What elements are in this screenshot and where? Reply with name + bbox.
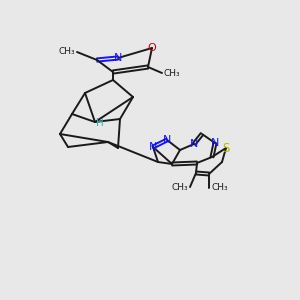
Text: N: N — [149, 142, 157, 152]
Text: CH₃: CH₃ — [164, 68, 181, 77]
Text: N: N — [211, 138, 219, 148]
Text: CH₃: CH₃ — [211, 184, 228, 193]
Text: S: S — [222, 142, 230, 154]
Text: N: N — [190, 139, 198, 149]
Text: N: N — [114, 53, 122, 63]
Text: N: N — [163, 135, 171, 145]
Text: O: O — [148, 43, 156, 53]
Text: H: H — [96, 118, 104, 128]
Text: CH₃: CH₃ — [171, 182, 188, 191]
Text: CH₃: CH₃ — [58, 47, 75, 56]
